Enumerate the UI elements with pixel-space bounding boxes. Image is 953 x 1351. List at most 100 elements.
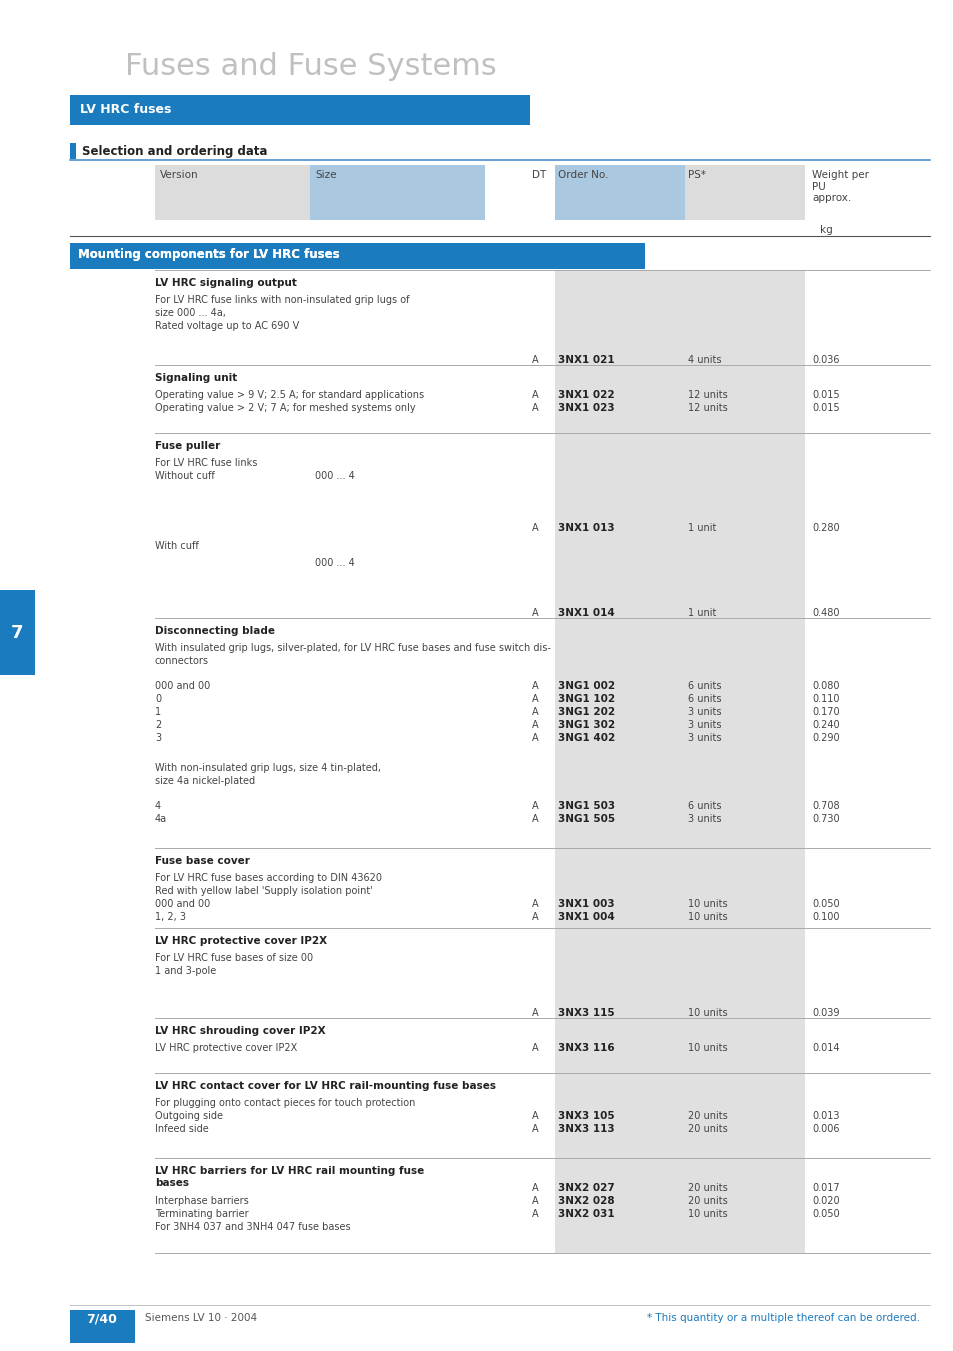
- Bar: [555, 365, 684, 434]
- Text: LV HRC barriers for LV HRC rail mounting fuse
bases: LV HRC barriers for LV HRC rail mounting…: [154, 1166, 424, 1188]
- Text: Terminating barrier: Terminating barrier: [154, 1209, 249, 1219]
- Text: 1: 1: [154, 707, 161, 717]
- Text: For 3NH4 037 and 3NH4 047 fuse bases: For 3NH4 037 and 3NH4 047 fuse bases: [154, 1223, 351, 1232]
- Text: For LV HRC fuse bases of size 00: For LV HRC fuse bases of size 00: [154, 952, 313, 963]
- Text: kg: kg: [820, 226, 832, 235]
- Text: A: A: [532, 403, 538, 413]
- Bar: [555, 928, 684, 1019]
- Text: 3NX3 113: 3NX3 113: [558, 1124, 614, 1133]
- Text: LV HRC protective cover IP2X: LV HRC protective cover IP2X: [154, 1043, 297, 1052]
- Text: 20 units: 20 units: [687, 1111, 727, 1121]
- Text: 3 units: 3 units: [687, 720, 720, 730]
- Text: 3NX1 023: 3NX1 023: [558, 403, 614, 413]
- Text: 0.050: 0.050: [811, 898, 839, 909]
- Text: LV HRC protective cover IP2X: LV HRC protective cover IP2X: [154, 936, 327, 946]
- Bar: [70, 1310, 135, 1343]
- Text: A: A: [532, 1183, 538, 1193]
- Text: A: A: [532, 390, 538, 400]
- Text: Order No.: Order No.: [558, 170, 608, 180]
- Text: 0.110: 0.110: [811, 694, 839, 704]
- Text: DT: DT: [532, 170, 546, 180]
- Bar: [684, 755, 804, 793]
- Text: LV HRC fuses: LV HRC fuses: [80, 103, 172, 116]
- Text: A: A: [532, 1209, 538, 1219]
- Text: A: A: [532, 1196, 538, 1206]
- Bar: [555, 793, 684, 848]
- Text: A: A: [532, 1111, 538, 1121]
- Text: A: A: [532, 1008, 538, 1019]
- Bar: [70, 243, 644, 269]
- Text: 20 units: 20 units: [687, 1183, 727, 1193]
- Text: 3NX1 021: 3NX1 021: [558, 355, 614, 365]
- Text: For LV HRC fuse links with non-insulated grip lugs of: For LV HRC fuse links with non-insulated…: [154, 295, 409, 305]
- Text: 3NX3 116: 3NX3 116: [558, 1043, 614, 1052]
- Text: 20 units: 20 units: [687, 1124, 727, 1133]
- Text: 3NX1 022: 3NX1 022: [558, 390, 614, 400]
- Bar: [684, 793, 804, 848]
- Text: 0.013: 0.013: [811, 1111, 839, 1121]
- Text: 6 units: 6 units: [687, 801, 720, 811]
- Text: 0.708: 0.708: [811, 801, 839, 811]
- Text: 10 units: 10 units: [687, 898, 727, 909]
- Text: 3NG1 402: 3NG1 402: [558, 734, 615, 743]
- Text: A: A: [532, 1124, 538, 1133]
- Text: 0.015: 0.015: [811, 403, 839, 413]
- Text: 3NX3 105: 3NX3 105: [558, 1111, 614, 1121]
- Bar: [555, 1158, 684, 1252]
- Text: Fuses and Fuse Systems: Fuses and Fuse Systems: [125, 51, 497, 81]
- Text: With non-insulated grip lugs, size 4 tin-plated,: With non-insulated grip lugs, size 4 tin…: [154, 763, 380, 773]
- Bar: [684, 617, 804, 673]
- Text: A: A: [532, 912, 538, 921]
- Text: Interphase barriers: Interphase barriers: [154, 1196, 249, 1206]
- Text: A: A: [532, 1043, 538, 1052]
- Text: LV HRC shrouding cover IP2X: LV HRC shrouding cover IP2X: [154, 1025, 325, 1036]
- Text: A: A: [532, 734, 538, 743]
- Text: For LV HRC fuse links: For LV HRC fuse links: [154, 458, 257, 467]
- Text: 000 ... 4: 000 ... 4: [314, 558, 355, 567]
- Text: 3 units: 3 units: [687, 734, 720, 743]
- Text: 3NX1 014: 3NX1 014: [558, 608, 614, 617]
- Text: Weight per
PU
approx.: Weight per PU approx.: [811, 170, 868, 203]
- Text: Without cuff: Without cuff: [154, 471, 214, 481]
- Text: 6 units: 6 units: [687, 694, 720, 704]
- Bar: [684, 673, 804, 755]
- Bar: [684, 270, 804, 365]
- Text: 0.036: 0.036: [811, 355, 839, 365]
- Bar: [555, 270, 684, 365]
- Text: A: A: [532, 681, 538, 690]
- Text: 3 units: 3 units: [687, 707, 720, 717]
- Bar: [70, 95, 530, 126]
- Text: 3NG1 503: 3NG1 503: [558, 801, 615, 811]
- Text: connectors: connectors: [154, 657, 209, 666]
- Bar: [555, 673, 684, 755]
- Text: Red with yellow label 'Supply isolation point': Red with yellow label 'Supply isolation …: [154, 886, 373, 896]
- Text: 3NG1 302: 3NG1 302: [558, 720, 615, 730]
- Text: A: A: [532, 608, 538, 617]
- Bar: [154, 165, 310, 220]
- Text: 20 units: 20 units: [687, 1196, 727, 1206]
- Text: 7: 7: [11, 624, 24, 642]
- Text: size 000 ... 4a,: size 000 ... 4a,: [154, 308, 226, 317]
- Text: With cuff: With cuff: [154, 540, 198, 551]
- Bar: [555, 165, 684, 220]
- Bar: [684, 1073, 804, 1158]
- Text: 7/40: 7/40: [87, 1313, 117, 1325]
- Text: With insulated grip lugs, silver-plated, for LV HRC fuse bases and fuse switch d: With insulated grip lugs, silver-plated,…: [154, 643, 550, 653]
- Text: 1 unit: 1 unit: [687, 523, 716, 534]
- Bar: [555, 848, 684, 928]
- Text: A: A: [532, 898, 538, 909]
- Text: 3NX3 115: 3NX3 115: [558, 1008, 614, 1019]
- Text: 1, 2, 3: 1, 2, 3: [154, 912, 186, 921]
- Bar: [684, 534, 804, 617]
- Text: size 4a nickel-plated: size 4a nickel-plated: [154, 775, 254, 786]
- Text: 0.480: 0.480: [811, 608, 839, 617]
- Text: Signaling unit: Signaling unit: [154, 373, 237, 382]
- Text: 3NX1 013: 3NX1 013: [558, 523, 614, 534]
- Bar: [555, 755, 684, 793]
- Text: 0.006: 0.006: [811, 1124, 839, 1133]
- Text: 3NX2 027: 3NX2 027: [558, 1183, 614, 1193]
- Bar: [70, 143, 76, 159]
- Text: LV HRC signaling output: LV HRC signaling output: [154, 278, 296, 288]
- Text: 4: 4: [154, 801, 161, 811]
- Text: 12 units: 12 units: [687, 403, 727, 413]
